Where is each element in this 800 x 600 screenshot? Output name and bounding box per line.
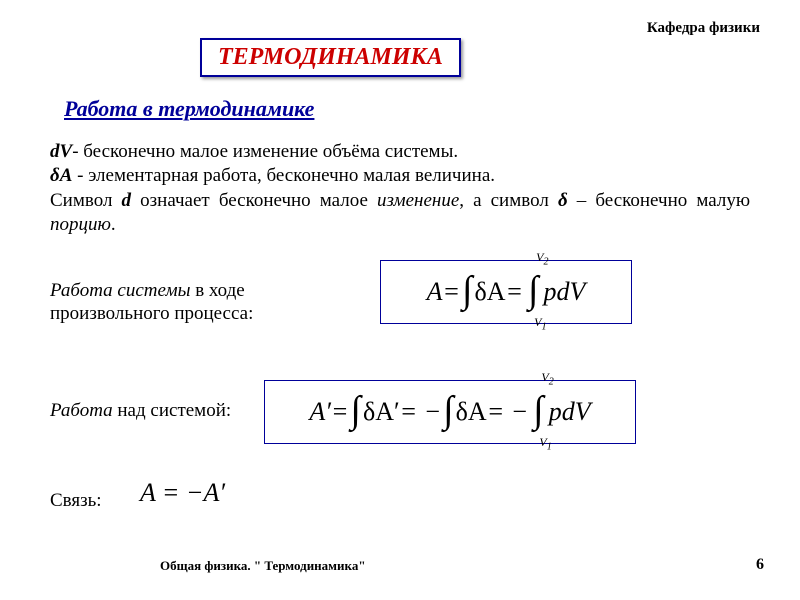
main-title: ТЕРМОДИНАМИКА (218, 44, 443, 70)
f2-int3: ∫ (533, 389, 543, 431)
line3a: Символ (50, 190, 122, 211)
f2-int2: ∫ (443, 388, 453, 432)
line3d: – бесконечно малую (568, 190, 750, 211)
f1-V2: V2 (536, 250, 548, 267)
f2-defint: V2 ∫ V1 (531, 390, 545, 434)
section-subtitle: Работа в термодинамике (64, 96, 314, 122)
dV-def: - бесконечно малое изменение объёма сист… (72, 141, 458, 162)
dV-symbol: dV (50, 141, 72, 162)
f1-A: A (427, 277, 443, 307)
f2-Ap: A′ (309, 397, 331, 427)
f2-eq: = (331, 397, 349, 427)
f2-dA: δA (456, 397, 487, 427)
line3b: означает бесконечно малое (131, 190, 377, 211)
dot: . (111, 214, 116, 235)
work-on-system-label: Работа над системой: (50, 400, 231, 422)
formula-3: A = −A′ (140, 478, 225, 508)
relation-label: Связь: (50, 490, 102, 512)
f1-dA: δA (474, 277, 505, 307)
f1-pdV: pdV (543, 277, 585, 307)
f2-int1: ∫ (351, 388, 361, 432)
formula-1: A = ∫ δA = V2 ∫ V1 pdV (427, 270, 586, 314)
definitions-block: dV- бесконечно малое изменение объёма си… (50, 140, 750, 237)
department-label: Кафедра физики (647, 20, 760, 37)
f2-dAp: δA′ (363, 397, 400, 427)
izmenenie: изменение (377, 190, 459, 211)
deltaA-symbol: δA (50, 165, 72, 186)
formula-2: A′ = ∫ δA′ = − ∫ δA = − V2 ∫ V1 pdV (309, 390, 590, 434)
row1-ital: Работа системы (50, 280, 190, 301)
delta-symbol: δ (558, 190, 568, 211)
f1-int1: ∫ (462, 268, 472, 312)
f1-defint: V2 ∫ V1 (526, 270, 540, 314)
f2-eq2: = − (400, 397, 442, 427)
porciyu: порцию (50, 214, 111, 235)
footer-text: Общая физика. " Термодинамика" (160, 558, 366, 574)
f2-V1: V1 (539, 435, 551, 452)
work-of-system-label: Работа системы в ходе произвольного проц… (50, 280, 310, 326)
d-symbol: d (122, 190, 132, 211)
f2-V2: V2 (541, 370, 553, 387)
f1-V1: V1 (534, 315, 546, 332)
f1-int2: ∫ (528, 269, 538, 311)
f1-eq2: = (506, 277, 524, 307)
f2-eq3: = − (487, 397, 529, 427)
f1-eq: = (443, 277, 461, 307)
formula-box-1: A = ∫ δA = V2 ∫ V1 pdV (380, 260, 632, 324)
f2-pdV: pdV (549, 397, 591, 427)
main-title-box: ТЕРМОДИНАМИКА (200, 38, 461, 77)
row2-rest: над системой: (113, 400, 232, 421)
row2-ital: Работа (50, 400, 113, 421)
line3c: , а символ (459, 190, 558, 211)
page-number: 6 (756, 556, 764, 574)
formula-box-2: A′ = ∫ δA′ = − ∫ δA = − V2 ∫ V1 pdV (264, 380, 636, 444)
deltaA-def: - элементарная работа, бесконечно малая … (72, 165, 495, 186)
